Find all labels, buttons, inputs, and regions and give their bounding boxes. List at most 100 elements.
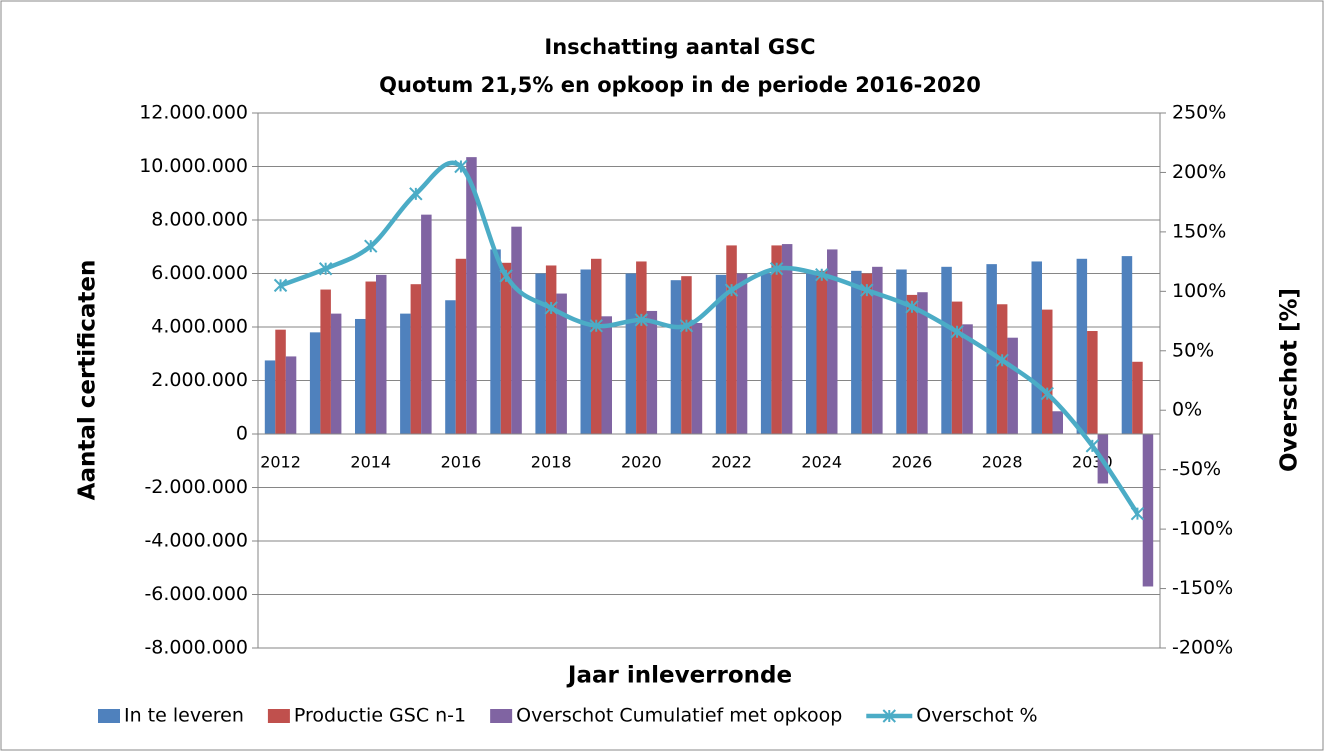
bar — [806, 273, 817, 434]
bar — [986, 264, 997, 434]
bar — [355, 318, 366, 434]
x-tick-label: 2024 — [801, 453, 842, 472]
y2-tick-label: 250% — [1172, 102, 1226, 124]
bar — [591, 258, 602, 434]
bar — [816, 270, 827, 434]
line-marker — [950, 325, 964, 339]
y-tick-label: 12.000.000 — [139, 102, 248, 124]
line-marker — [273, 278, 288, 293]
y-tick-label: 4.000.000 — [151, 316, 248, 338]
bar — [625, 273, 637, 434]
line-marker — [1040, 386, 1054, 401]
bar — [760, 273, 772, 434]
line-marker — [724, 283, 739, 297]
bar — [1031, 261, 1042, 434]
chart-title: Inschatting aantal GSC — [544, 35, 815, 59]
bar — [365, 281, 376, 434]
line-marker — [634, 313, 649, 327]
bar — [962, 324, 973, 434]
bar — [996, 304, 1008, 434]
bar — [896, 269, 907, 434]
bar — [726, 245, 737, 434]
x-tick-label: 2026 — [892, 453, 933, 472]
y-tick-label: -4.000.000 — [144, 530, 248, 552]
bar — [1087, 331, 1098, 434]
bar — [500, 262, 512, 434]
x-tick-label: 2016 — [441, 453, 482, 472]
bar — [771, 245, 782, 434]
legend-swatch — [490, 709, 513, 723]
bar — [466, 157, 477, 434]
bar — [330, 313, 342, 434]
bar — [1132, 361, 1143, 434]
x-tick-label: 2028 — [982, 453, 1023, 472]
y-tick-label: 8.000.000 — [151, 209, 248, 231]
y2-tick-label: -50% — [1172, 458, 1221, 480]
bar — [320, 289, 331, 434]
bar — [445, 300, 456, 434]
line-marker — [679, 319, 694, 333]
bar — [1052, 411, 1063, 434]
y2-tick-label: 50% — [1172, 339, 1214, 361]
x-axis-label: Jaar inleverronde — [566, 663, 792, 689]
bar — [670, 280, 682, 434]
line-marker — [905, 300, 919, 314]
line-marker — [815, 267, 829, 282]
legend-label: Overschot Cumulatief met opkoop — [516, 705, 842, 727]
y-tick-label: 0 — [236, 423, 248, 445]
bar — [681, 276, 692, 434]
y-tick-label: -8.000.000 — [144, 637, 248, 659]
line-marker — [364, 239, 378, 253]
bar — [1121, 256, 1133, 434]
bar — [827, 249, 838, 434]
legend-label: Overschot % — [916, 705, 1037, 727]
bar — [917, 292, 928, 434]
line-marker — [769, 262, 784, 276]
line-marker — [454, 159, 468, 174]
bar — [511, 226, 522, 434]
y-tick-label: -2.000.000 — [144, 476, 248, 498]
legend-label: In te leveren — [124, 705, 244, 727]
legend-label: Productie GSC n-1 — [294, 705, 466, 727]
y2-tick-label: 0% — [1172, 399, 1202, 421]
bar — [1142, 434, 1154, 587]
bar — [736, 273, 748, 434]
bar — [264, 360, 276, 434]
bar — [556, 293, 567, 434]
y-tick-label: 6.000.000 — [151, 262, 248, 284]
y2-tick-label: 150% — [1172, 220, 1226, 242]
y2-tick-label: -200% — [1172, 637, 1233, 659]
bar — [906, 294, 918, 434]
line-marker — [499, 269, 513, 283]
x-tick-label: 2014 — [350, 453, 391, 472]
bar — [951, 301, 963, 434]
line-marker — [1130, 506, 1145, 521]
bar — [1076, 258, 1088, 434]
line-marker — [409, 187, 423, 201]
bar — [421, 214, 432, 434]
bar — [636, 261, 647, 434]
x-tick-label: 2020 — [621, 453, 662, 472]
bar — [872, 266, 883, 434]
bar — [861, 273, 873, 434]
y-tick-label: -6.000.000 — [144, 583, 248, 605]
legend-swatch — [267, 709, 290, 723]
bar — [646, 310, 658, 434]
bar — [941, 266, 952, 434]
bar — [535, 273, 546, 434]
legend-marker — [882, 709, 896, 723]
bar — [691, 322, 703, 434]
y2-axis-label: Overschot [%] — [1277, 288, 1303, 472]
bar — [781, 244, 793, 434]
y-tick-label: 2.000.000 — [151, 369, 248, 391]
y2-tick-label: 100% — [1172, 280, 1226, 302]
bar — [601, 316, 612, 434]
bar — [309, 332, 321, 434]
bar — [400, 313, 411, 434]
line-marker — [860, 283, 874, 297]
x-tick-label: 2022 — [711, 453, 752, 472]
line-marker — [318, 262, 333, 276]
bar — [410, 284, 422, 434]
bar — [376, 274, 387, 434]
